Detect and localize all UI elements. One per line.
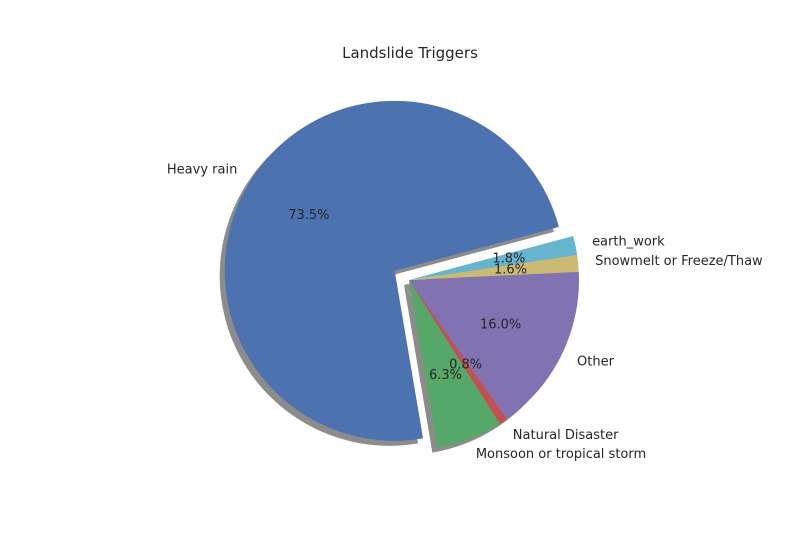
slice-label-heavy-rain: Heavy rain [167,162,237,177]
slice-snowmelt-or-freeze-thaw [409,254,579,280]
percent-label-monsoon-or-tropical-storm: 6.3% [429,368,462,383]
percent-label-natural-disaster: 0.8% [449,357,482,372]
percent-labels: 73.5% 6.3%0.8% 16.0% 1.6%1.8% [288,208,527,383]
percent-label-other: 16.0% [480,317,521,332]
slice-label-monsoon-or-tropical-storm: Monsoon or tropical storm [476,447,646,462]
slice-label-natural-disaster: Natural Disaster [513,428,619,443]
slice-earth-work [409,236,578,280]
pie-slices [224,100,579,448]
slice-labels: Heavy rain Monsoon or tropical storm Natur… [167,162,763,462]
slice-other [409,271,579,419]
slice-label-snowmelt-or-freeze-thaw: Snowmelt or Freeze/Thaw [595,254,763,269]
slice-natural-disaster [409,280,507,424]
slice-label-other: Other [577,355,615,370]
chart-title: Landslide Triggers [342,44,478,62]
percent-label-earth-work: 1.8% [492,252,525,267]
percent-label-heavy-rain: 73.5% [288,208,329,223]
slice-label-earth-work: earth_work [592,234,665,249]
slice-heavy-rain [224,100,559,441]
percent-label-snowmelt-or-freeze-thaw: 1.6% [494,262,527,277]
slice-monsoon-or-tropical-storm [409,280,500,448]
